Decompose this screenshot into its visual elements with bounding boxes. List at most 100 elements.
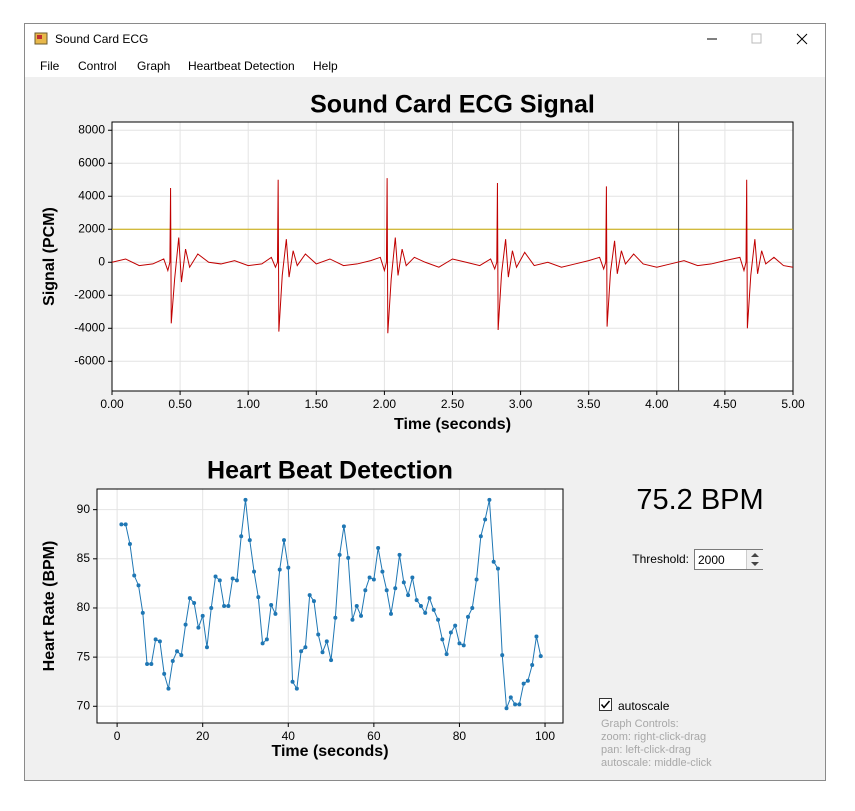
x-tick-label: 4.00 xyxy=(645,397,669,411)
data-point xyxy=(346,555,351,560)
data-point xyxy=(401,580,406,585)
data-point xyxy=(461,643,466,648)
y-tick-label: -2000 xyxy=(74,287,105,301)
data-point xyxy=(495,566,500,571)
data-point xyxy=(525,678,530,683)
menu-item[interactable]: File xyxy=(40,59,60,73)
menu-item[interactable]: Heartbeat Detection xyxy=(188,59,295,73)
x-axis-label: Time (seconds) xyxy=(271,743,388,760)
bpm-readout: 75.2 BPM xyxy=(636,484,764,516)
data-point xyxy=(384,588,389,593)
data-point xyxy=(209,605,214,610)
data-point xyxy=(393,586,398,591)
threshold-input[interactable]: 2000 xyxy=(694,549,763,570)
plot-frame xyxy=(96,488,564,724)
data-point xyxy=(530,662,535,667)
data-point xyxy=(363,588,368,593)
spinner[interactable] xyxy=(746,550,763,569)
app-icon-part xyxy=(37,35,42,39)
data-point xyxy=(277,567,282,572)
data-point xyxy=(324,639,329,644)
y-tick-label: 75 xyxy=(77,649,91,663)
data-point xyxy=(290,679,295,684)
data-point xyxy=(367,575,372,580)
data-point xyxy=(521,681,526,686)
x-tick-label: 80 xyxy=(453,729,467,743)
data-point xyxy=(234,578,239,583)
data-point xyxy=(371,577,376,582)
y-tick-label: 2000 xyxy=(78,221,105,235)
data-point xyxy=(243,497,248,502)
title-icons xyxy=(34,32,808,45)
data-point xyxy=(329,658,334,663)
data-point xyxy=(457,641,462,646)
data-point xyxy=(252,569,257,574)
data-point xyxy=(337,552,342,557)
data-point xyxy=(149,662,154,667)
data-point xyxy=(444,652,449,657)
data-point xyxy=(119,522,124,527)
data-point xyxy=(534,634,539,639)
x-axis-label: Time (seconds) xyxy=(394,416,511,433)
help-text: autoscale: middle-click xyxy=(601,757,712,769)
data-point xyxy=(436,617,441,622)
menu-item[interactable]: Help xyxy=(313,59,338,73)
data-point xyxy=(153,637,158,642)
data-point xyxy=(418,604,423,608)
data-point xyxy=(192,601,197,606)
data-point xyxy=(200,613,205,618)
data-point xyxy=(487,497,492,502)
data-point xyxy=(162,671,167,676)
x-tick-label: 1.00 xyxy=(237,397,261,411)
data-point xyxy=(286,565,291,570)
data-point xyxy=(423,610,428,615)
data-point xyxy=(170,659,175,664)
data-point xyxy=(247,538,252,543)
help-text: Graph Controls: xyxy=(601,718,679,730)
data-point xyxy=(478,534,483,539)
menu-item[interactable]: Control xyxy=(78,59,117,73)
maximize-button[interactable] xyxy=(751,33,762,44)
data-point xyxy=(414,598,419,603)
data-point xyxy=(145,662,150,667)
data-point xyxy=(311,599,316,604)
x-tick-label: 20 xyxy=(196,729,210,743)
data-point xyxy=(397,552,402,557)
data-point xyxy=(341,524,346,529)
autoscale-label[interactable]: autoscale xyxy=(618,699,670,713)
data-point xyxy=(187,596,192,601)
data-point xyxy=(491,559,496,564)
data-point xyxy=(179,653,184,658)
data-point xyxy=(303,645,308,650)
autoscale-checkbox[interactable] xyxy=(599,698,613,712)
x-tick-label: 60 xyxy=(367,729,381,743)
data-point xyxy=(474,577,479,582)
data-point xyxy=(226,604,231,608)
data-point xyxy=(281,538,286,543)
data-point xyxy=(175,649,180,654)
y-tick-label: 85 xyxy=(77,551,91,565)
x-tick-label: 3.00 xyxy=(509,397,533,411)
data-point xyxy=(256,595,261,600)
y-tick-label: -6000 xyxy=(74,353,105,367)
data-point xyxy=(538,654,543,659)
data-point xyxy=(127,542,132,547)
x-tick-label: 5.00 xyxy=(781,397,805,411)
data-point xyxy=(299,649,304,654)
x-tick-label: 0.50 xyxy=(168,397,192,411)
data-point xyxy=(431,607,436,612)
data-point xyxy=(453,623,458,628)
data-point xyxy=(359,613,364,618)
data-point xyxy=(136,583,141,588)
close-button[interactable] xyxy=(796,33,808,45)
menu-item[interactable]: Graph xyxy=(137,59,171,73)
data-line xyxy=(111,178,794,334)
x-tick-label: 1.50 xyxy=(305,397,329,411)
data-point xyxy=(213,574,218,579)
x-tick-label: 2.50 xyxy=(441,397,465,411)
data-point xyxy=(350,617,355,622)
data-point xyxy=(508,695,513,700)
data-point xyxy=(269,603,274,608)
data-point xyxy=(466,614,471,619)
